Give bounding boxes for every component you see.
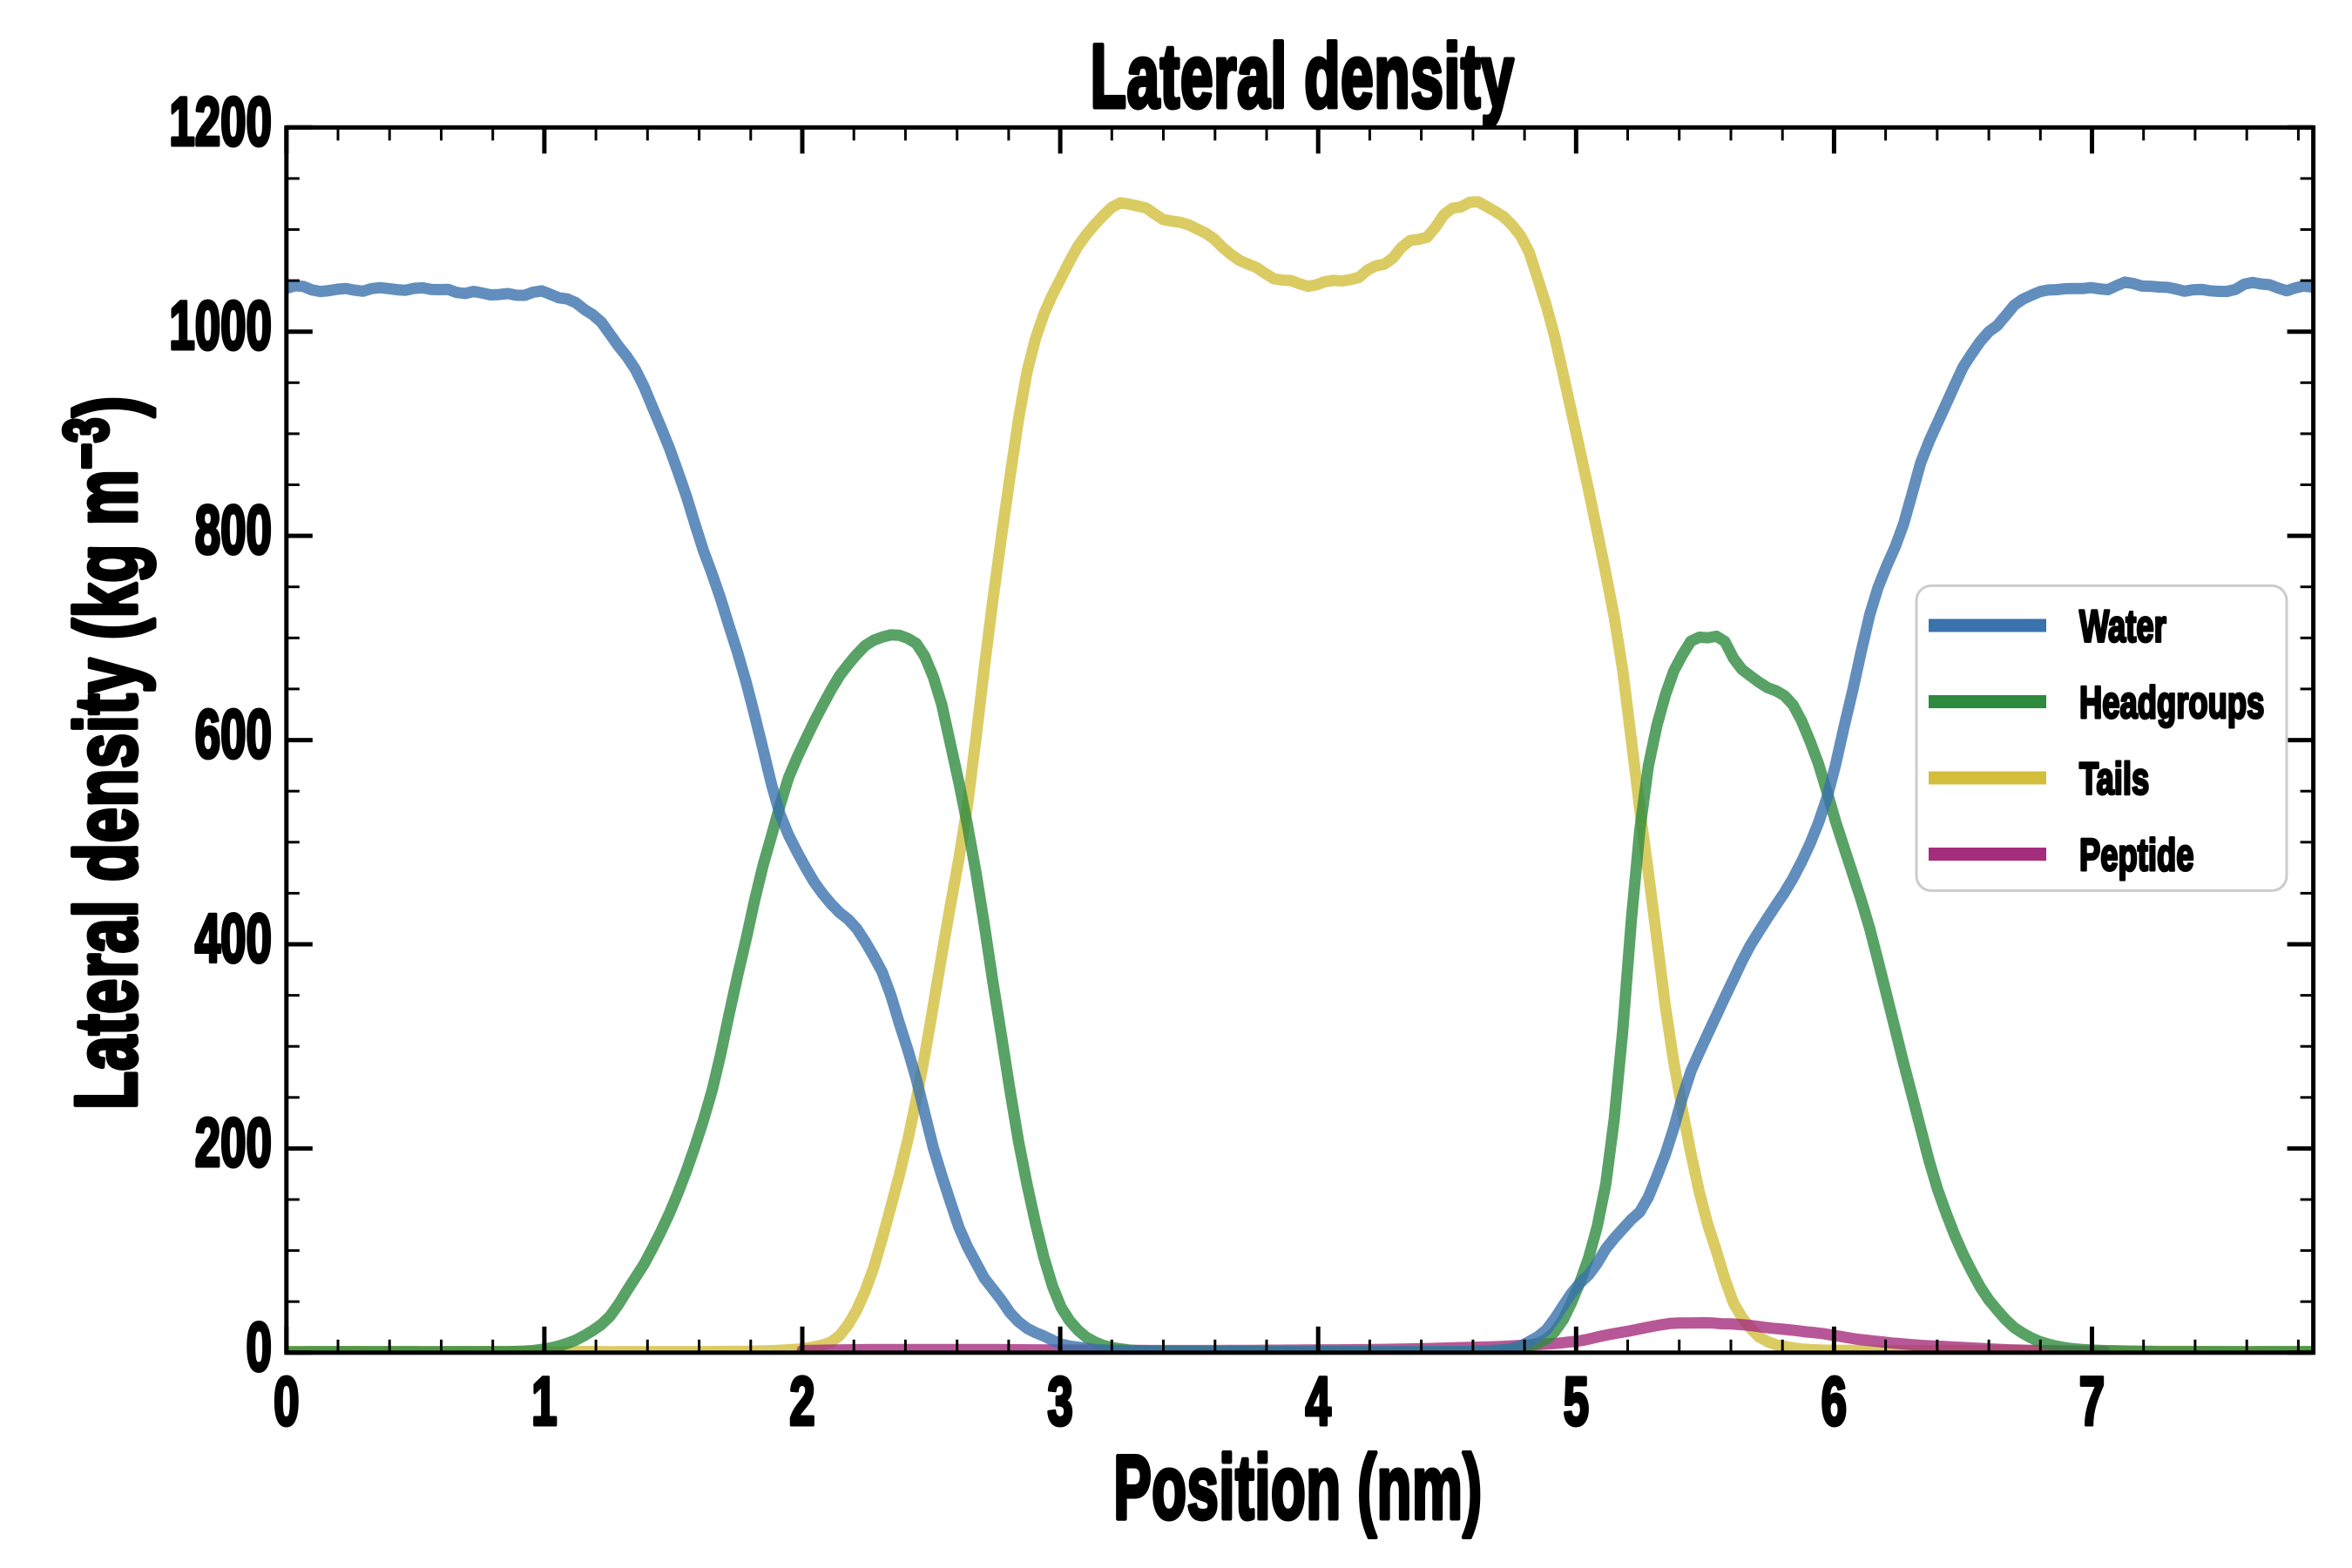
svg-text:Lateral density (kg m−3): Lateral density (kg m−3) <box>52 395 155 1110</box>
svg-text:7: 7 <box>2079 1363 2105 1440</box>
svg-text:Tails: Tails <box>2079 753 2149 804</box>
svg-text:Headgroups: Headgroups <box>2079 677 2264 728</box>
svg-text:Lateral density: Lateral density <box>1091 25 1515 126</box>
svg-text:800: 800 <box>195 492 272 569</box>
svg-text:200: 200 <box>195 1105 272 1181</box>
svg-text:400: 400 <box>195 901 272 977</box>
svg-text:4: 4 <box>1305 1363 1331 1440</box>
svg-text:1: 1 <box>531 1363 557 1440</box>
svg-text:1000: 1000 <box>169 287 272 364</box>
svg-text:5: 5 <box>1564 1363 1589 1440</box>
svg-text:Peptide: Peptide <box>2079 829 2193 881</box>
svg-text:1200: 1200 <box>169 84 272 160</box>
svg-text:0: 0 <box>274 1363 299 1440</box>
svg-text:2: 2 <box>789 1363 814 1440</box>
svg-text:Water: Water <box>2079 600 2166 652</box>
svg-text:0: 0 <box>247 1308 272 1385</box>
svg-text:Position (nm): Position (nm) <box>1113 1436 1482 1538</box>
svg-text:600: 600 <box>195 696 272 773</box>
svg-text:3: 3 <box>1047 1363 1072 1440</box>
svg-text:6: 6 <box>1821 1363 1847 1440</box>
